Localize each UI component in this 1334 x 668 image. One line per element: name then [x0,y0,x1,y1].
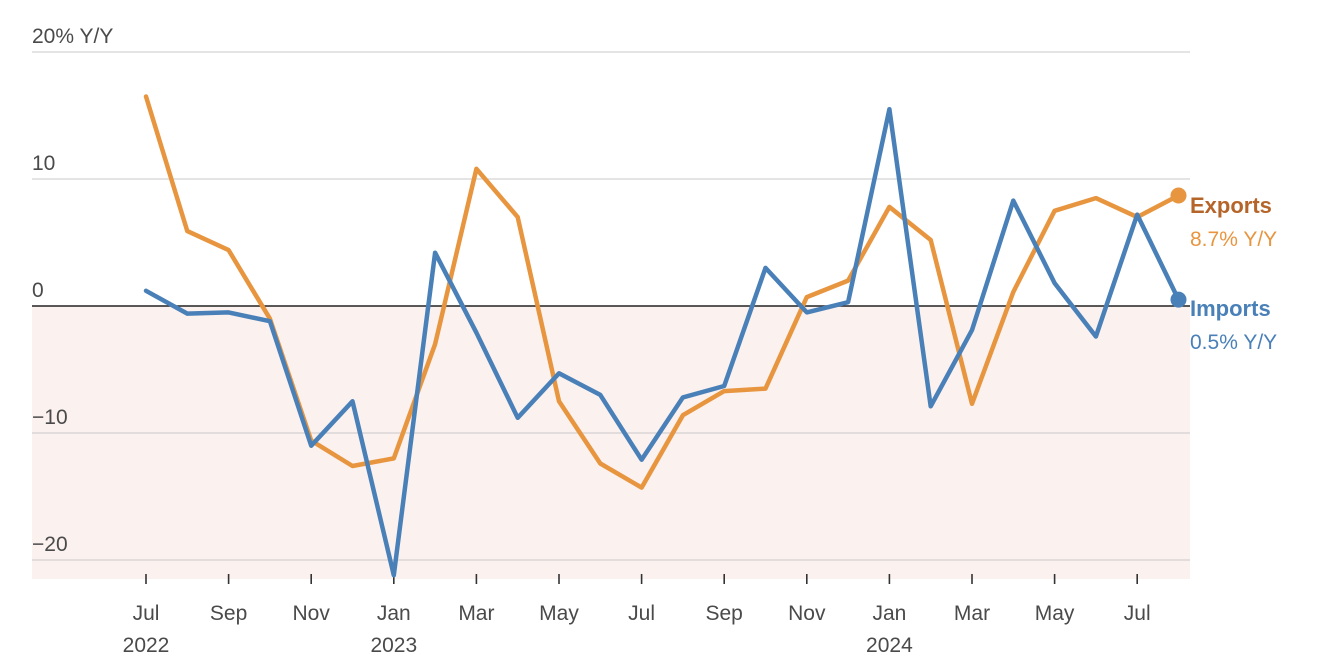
exports-line [143,94,1181,490]
y-tick-label: 20% Y/Y [32,25,113,48]
x-tick-label: Mar [458,602,494,625]
x-year-label: 2024 [866,634,913,657]
x-year-label: 2022 [123,634,170,657]
end-labels: Exports 8.7% Y/Y Imports 0.5% Y/Y [1190,193,1277,354]
x-tick-label: Jan [377,602,411,625]
imports-end-dot [1170,291,1187,308]
x-tick-label: Sep [210,602,247,625]
x-tick-label: Jul [628,602,655,625]
exports-end-dot [1170,187,1187,204]
negative-region [32,306,1190,580]
imports-line [143,106,1181,578]
imports-value-label: 0.5% Y/Y [1190,331,1277,354]
x-axis: Jul 2022 Sep Nov Jan 2023 Mar May Jul Sep Nov Jan 20… [123,574,1151,657]
exports-value-label: 8.7% Y/Y [1190,228,1277,251]
x-tick-label: Sep [706,602,743,625]
negative-region-layer [32,306,1190,580]
gridlines [32,51,1190,561]
x-tick-label: Jul [133,602,160,625]
x-tick-label: Jul [1124,602,1151,625]
x-tick-label: Nov [293,602,331,625]
series-lines [143,94,1187,578]
y-tick-label: 0 [32,279,44,302]
exports-label: Exports [1190,193,1272,218]
imports-label: Imports [1190,296,1271,321]
y-tick-label: −10 [32,406,68,429]
x-year-label: 2023 [370,634,417,657]
x-tick-label: Jan [872,602,906,625]
y-tick-label: −20 [32,533,68,556]
x-tick-label: May [1035,602,1075,625]
x-tick-label: Mar [954,602,990,625]
x-tick-label: May [539,602,579,625]
x-tick-label: Nov [788,602,826,625]
y-axis-labels: 20% Y/Y 10 0 −10 −20 [32,25,113,556]
y-tick-label: 10 [32,152,55,175]
